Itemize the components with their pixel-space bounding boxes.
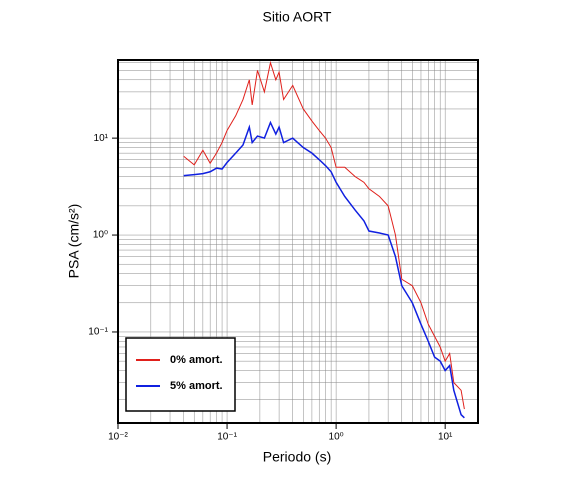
- y-tick-label: 10¹: [94, 133, 109, 144]
- x-tick-label: 10¹: [438, 432, 453, 443]
- x-axis-label: Periodo (s): [263, 449, 331, 465]
- plot-frame: [117, 59, 479, 424]
- x-tick-label: 10⁻²: [108, 432, 128, 443]
- y-axis-label: PSA (cm/s²): [66, 204, 82, 279]
- x-tick-label: 10⁰: [329, 432, 344, 443]
- y-tick-label: 10⁻¹: [88, 327, 108, 338]
- series-line: [183, 120, 465, 419]
- x-tick-label: 10⁻¹: [217, 432, 237, 443]
- y-tick-label: 10⁰: [93, 230, 108, 241]
- legend-label: 0% amort.: [170, 354, 223, 366]
- legend-box: [125, 337, 236, 412]
- series-line: [183, 60, 465, 410]
- legend-label: 5% amort.: [170, 380, 223, 392]
- chart-title: Sitio AORT: [263, 9, 332, 25]
